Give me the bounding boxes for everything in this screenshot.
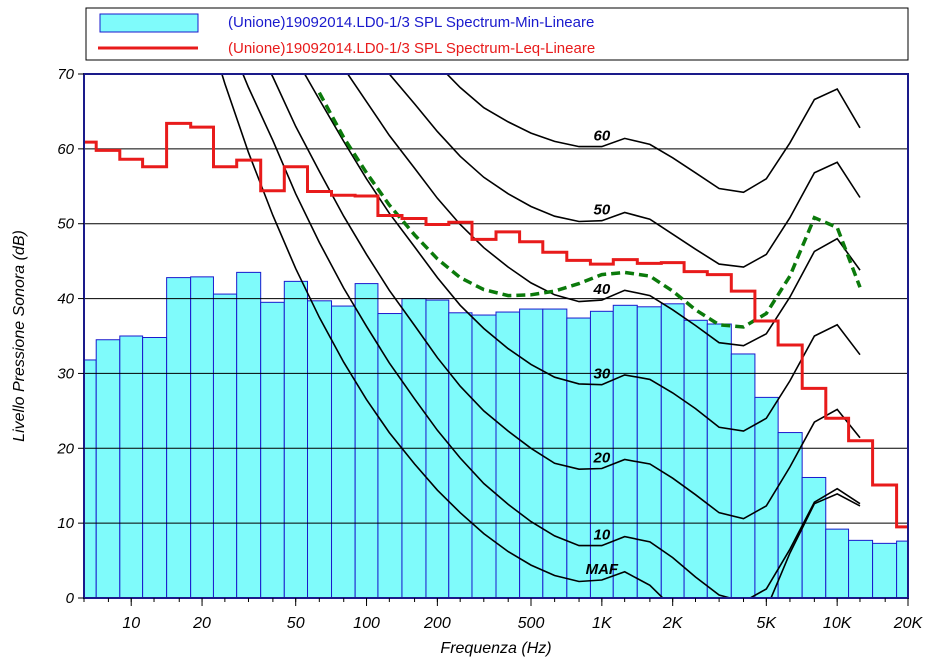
bar-40hz: [260, 301, 285, 599]
bar-80hz: [331, 305, 356, 599]
bar-50hz: [283, 280, 309, 599]
bar-5000hz: [754, 396, 779, 599]
x-tick-label-10: 10: [122, 615, 140, 632]
bar-1250hz: [612, 304, 638, 599]
leq-step-line: [84, 121, 908, 529]
plot-frame: [83, 73, 909, 599]
legend-swatch-min-bars: [99, 13, 199, 33]
bar-630hz: [542, 308, 568, 599]
isophon-curve-20: [270, 74, 861, 520]
isophon-curve-30: [303, 74, 861, 432]
isophon-curve-40: [346, 74, 861, 347]
isophon-label-20: 20: [593, 449, 611, 466]
y-tick-label-50: 50: [57, 216, 74, 233]
bar-1600hz: [636, 306, 662, 599]
x-tick-label-10K: 10K: [823, 615, 853, 632]
x-tick-label-2K: 2K: [662, 615, 684, 632]
bar-125hz: [377, 313, 403, 599]
x-tick-label-20K: 20K: [893, 615, 924, 632]
bar-12500hz: [848, 539, 874, 599]
x-tick-label-50: 50: [287, 615, 305, 632]
bar-16000hz: [872, 542, 898, 599]
y-tick-label-0: 0: [66, 590, 75, 607]
isophon-label-40: 40: [593, 281, 611, 298]
isophon-curve-50: [388, 74, 861, 268]
x-tick-label-500: 500: [518, 615, 545, 632]
x-tick-label-5K: 5K: [757, 615, 778, 632]
isophon-curve-60: [445, 74, 861, 194]
y-axis-label: Livello Pressione Sonora (dB): [11, 230, 28, 442]
isophon-label-maf: MAF: [586, 561, 619, 578]
min-spectrum-bars: [83, 271, 909, 599]
dashed-threshold-curve: [317, 91, 862, 329]
x-tick-label-1K: 1K: [592, 615, 613, 632]
legend: (Unione)19092014.LD0-1/3 SPL Spectrum-Mi…: [85, 7, 909, 61]
isophon-label-10: 10: [594, 527, 611, 544]
y-tick-label-40: 40: [57, 291, 74, 308]
bar-3150hz: [706, 323, 732, 599]
x-axis-ticks: 10 20 50 100 200 500 1K 2K 5K 10K 20K: [83, 598, 924, 632]
bar-2000hz: [660, 303, 685, 599]
bar-20000hz: [896, 540, 909, 599]
bar-800hz: [566, 317, 591, 599]
bar-4000hz: [730, 353, 756, 599]
bar-63hz: [307, 300, 333, 599]
bar-10000hz: [825, 528, 850, 599]
bar-6.3hz: [83, 359, 97, 599]
isophon-labels: MAF 10 20 30 40 50 60: [586, 128, 619, 578]
bar-250hz: [448, 312, 473, 599]
legend-label-min: (Unione)19092014.LD0-1/3 SPL Spectrum-Mi…: [228, 14, 594, 31]
y-axis-ticks: 0 10 20 30 40 50 60 70: [56, 66, 84, 607]
bar-25hz: [212, 293, 238, 599]
bar-2500hz: [683, 319, 708, 599]
bar-315hz: [471, 314, 497, 599]
x-tick-label-20: 20: [192, 615, 211, 632]
isophon-label-30: 30: [594, 366, 611, 383]
bar-16hz: [166, 277, 192, 599]
bar-100hz: [354, 283, 379, 599]
bar-8hz: [95, 339, 121, 599]
bar-12.5hz: [142, 336, 168, 599]
y-tick-label-70: 70: [57, 66, 74, 83]
horizontal-gridlines: [84, 148, 908, 524]
legend-box: [85, 7, 909, 61]
legend-label-leq: (Unione)19092014.LD0-1/3 SPL Spectrum-Le…: [228, 40, 595, 57]
isophon-label-60: 60: [594, 128, 611, 145]
isophon-curve-maf: [221, 74, 861, 598]
x-tick-label-200: 200: [423, 615, 451, 632]
bar-8000hz: [801, 476, 827, 599]
y-tick-label-10: 10: [57, 515, 74, 532]
bar-200hz: [425, 299, 450, 599]
x-tick-label-100: 100: [353, 615, 380, 632]
bar-31.5hz: [236, 271, 262, 599]
isophon-label-50: 50: [594, 202, 611, 219]
leq-step-path: [84, 121, 908, 529]
y-tick-label-30: 30: [57, 365, 74, 382]
bar-10hz: [119, 335, 144, 599]
bar-20hz: [190, 276, 214, 599]
dashed-curve-line: [317, 91, 862, 329]
y-tick-label-20: 20: [56, 440, 74, 457]
x-axis-label: Frequenza (Hz): [440, 640, 551, 657]
y-tick-label-60: 60: [57, 141, 74, 158]
